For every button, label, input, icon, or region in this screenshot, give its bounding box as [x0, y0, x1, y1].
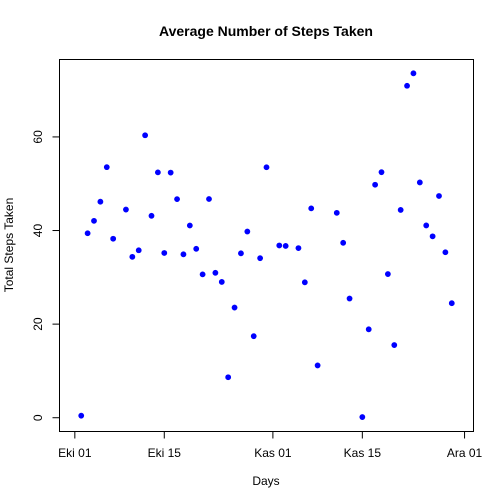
- data-point: [430, 234, 435, 239]
- data-point: [143, 133, 148, 138]
- data-point: [79, 413, 84, 418]
- data-point: [219, 279, 224, 284]
- data-point: [91, 218, 96, 223]
- data-point: [206, 196, 211, 201]
- data-point: [373, 182, 378, 187]
- data-point: [104, 165, 109, 170]
- data-point: [379, 170, 384, 175]
- data-point: [136, 248, 141, 253]
- data-point: [155, 170, 160, 175]
- data-point: [366, 327, 371, 332]
- data-point: [213, 270, 218, 275]
- data-point: [168, 170, 173, 175]
- y-tick-label: 0: [31, 414, 45, 421]
- data-point: [283, 243, 288, 248]
- data-point: [130, 254, 135, 259]
- data-point: [149, 213, 154, 218]
- y-tick-label: 20: [31, 317, 45, 331]
- x-tick-label: Eki 01: [58, 446, 92, 460]
- data-point: [194, 246, 199, 251]
- data-point: [98, 199, 103, 204]
- data-point: [226, 375, 231, 380]
- data-point: [85, 231, 90, 236]
- x-tick-label: Kas 01: [254, 446, 292, 460]
- data-point: [404, 83, 409, 88]
- y-tick-label: 60: [31, 130, 45, 144]
- data-point: [443, 250, 448, 255]
- data-point: [174, 197, 179, 202]
- chart-title: Average Number of Steps Taken: [159, 23, 373, 39]
- data-point: [341, 240, 346, 245]
- data-point: [392, 342, 397, 347]
- data-point: [258, 256, 263, 261]
- data-point: [187, 223, 192, 228]
- y-axis-label: Total Steps Taken: [2, 198, 16, 293]
- data-point: [245, 229, 250, 234]
- y-tick-label: 40: [31, 224, 45, 238]
- data-point: [449, 301, 454, 306]
- data-point: [264, 165, 269, 170]
- data-point: [334, 210, 339, 215]
- data-point: [296, 245, 301, 250]
- data-point: [436, 193, 441, 198]
- data-point: [302, 280, 307, 285]
- data-point: [424, 223, 429, 228]
- data-point: [398, 207, 403, 212]
- data-point: [315, 363, 320, 368]
- data-point: [200, 272, 205, 277]
- data-point: [181, 252, 186, 257]
- x-tick-label: Kas 15: [344, 446, 382, 460]
- x-axis-label: Days: [252, 474, 279, 488]
- data-point: [309, 206, 314, 211]
- x-tick-label: Eki 15: [148, 446, 182, 460]
- data-point: [111, 236, 116, 241]
- data-point: [417, 180, 422, 185]
- data-point: [238, 251, 243, 256]
- data-point: [232, 305, 237, 310]
- data-point: [347, 296, 352, 301]
- data-point: [360, 414, 365, 419]
- data-point: [251, 334, 256, 339]
- data-point: [411, 71, 416, 76]
- data-point: [277, 243, 282, 248]
- data-point: [123, 207, 128, 212]
- data-point: [162, 250, 167, 255]
- x-tick-label: Ara 01: [447, 446, 483, 460]
- data-point: [385, 271, 390, 276]
